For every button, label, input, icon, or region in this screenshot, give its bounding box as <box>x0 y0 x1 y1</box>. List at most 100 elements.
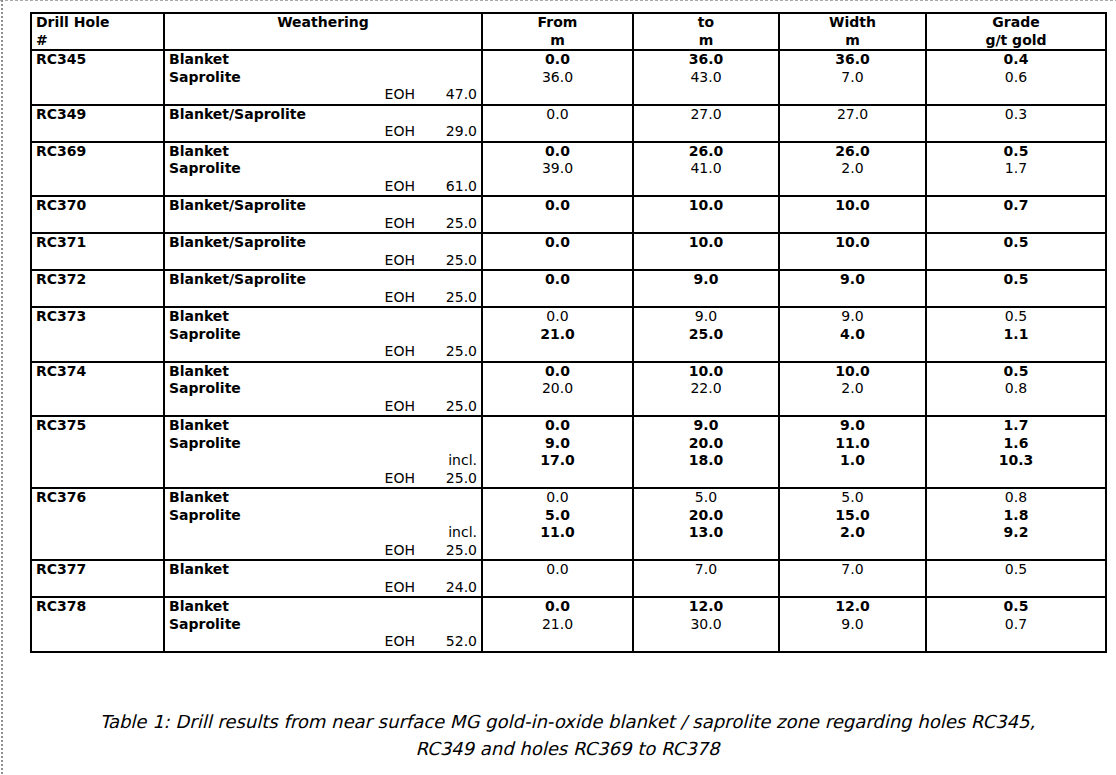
grade-cell: 0.7 <box>926 196 1106 233</box>
weathering-cell: BlanketSaproliteEOH52.0 <box>164 597 482 652</box>
to-value: 18.0 <box>638 452 774 470</box>
to-value: 30.0 <box>638 616 774 634</box>
from-value: 11.0 <box>487 524 628 542</box>
eoh-depth: 25.0 <box>415 289 477 307</box>
to-value: 10.0 <box>638 197 774 215</box>
width-value: 10.0 <box>784 234 921 252</box>
weathering-zone: Saprolite <box>169 326 477 344</box>
weathering-zone: Blanket <box>169 51 477 69</box>
to-value: 25.0 <box>638 326 774 344</box>
col-header-line: Width <box>784 14 921 32</box>
grade-value: 0.5 <box>931 598 1101 616</box>
eoh-depth: 25.0 <box>415 215 477 233</box>
grade-value: 0.5 <box>931 271 1101 289</box>
weathering-zone: Blanket/Saprolite <box>169 106 477 124</box>
eoh-label: EOH <box>385 542 415 560</box>
grade-value: 0.8 <box>931 489 1101 507</box>
table-row: RC345 BlanketSaproliteEOH47.0 0.036.0 36… <box>31 50 1106 105</box>
width-value: 9.0 <box>784 308 921 326</box>
from-value: 0.0 <box>487 197 628 215</box>
weathering-zone: Blanket <box>169 308 477 326</box>
eoh-line: EOH25.0 <box>169 398 477 416</box>
drill-hole-id: RC376 <box>31 488 164 560</box>
grade-cell: 0.5 <box>926 560 1106 597</box>
col-header-width: Width m <box>779 13 926 50</box>
to-value: 41.0 <box>638 160 774 178</box>
width-cell: 10.0 <box>779 233 926 270</box>
from-value: 0.0 <box>487 308 628 326</box>
weathering-zone: Blanket <box>169 598 477 616</box>
col-header-line: Drill Hole <box>36 14 159 32</box>
grade-value: 0.5 <box>931 363 1101 381</box>
width-cell: 36.07.0 <box>779 50 926 105</box>
eoh-depth: 61.0 <box>415 178 477 196</box>
drill-hole-id: RC375 <box>31 416 164 488</box>
width-value: 5.0 <box>784 489 921 507</box>
eoh-label: EOH <box>385 470 415 488</box>
eoh-depth: 25.0 <box>415 470 477 488</box>
to-value: 20.0 <box>638 507 774 525</box>
table-row: RC377 BlanketEOH24.0 0.0 7.0 7.0 0.5 <box>31 560 1106 597</box>
weathering-cell: Blanket/SaproliteEOH25.0 <box>164 233 482 270</box>
from-value: 0.0 <box>487 106 628 124</box>
table-caption: Table 1: Drill results from near surface… <box>30 708 1105 762</box>
from-cell: 0.0 <box>482 105 633 142</box>
eoh-depth: 47.0 <box>415 86 477 104</box>
eoh-depth: 25.0 <box>415 343 477 361</box>
weathering-cell: Blanket/SaproliteEOH29.0 <box>164 105 482 142</box>
eoh-line: EOH25.0 <box>169 542 477 560</box>
width-value: 36.0 <box>784 51 921 69</box>
drill-hole-id: RC371 <box>31 233 164 270</box>
col-header-line: # <box>36 32 159 50</box>
width-cell: 9.011.01.0 <box>779 416 926 488</box>
width-value: 2.0 <box>784 380 921 398</box>
from-value: 0.0 <box>487 598 628 616</box>
width-value: 7.0 <box>784 69 921 87</box>
eoh-line: EOH25.0 <box>169 252 477 270</box>
grade-cell: 0.51.7 <box>926 142 1106 197</box>
col-header-drill-hole: Drill Hole # <box>31 13 164 50</box>
to-value: 9.0 <box>638 271 774 289</box>
eoh-line: EOH25.0 <box>169 470 477 488</box>
to-value: 9.0 <box>638 308 774 326</box>
eoh-depth: 52.0 <box>415 633 477 651</box>
width-value: 11.0 <box>784 435 921 453</box>
drill-hole-id: RC369 <box>31 142 164 197</box>
eoh-line: EOH61.0 <box>169 178 477 196</box>
weathering-zone: Blanket <box>169 143 477 161</box>
table-row: RC369 BlanketSaproliteEOH61.0 0.039.0 26… <box>31 142 1106 197</box>
to-value: 27.0 <box>638 106 774 124</box>
col-header-grade: Grade g/t gold <box>926 13 1106 50</box>
from-cell: 0.021.0 <box>482 597 633 652</box>
grade-value: 0.7 <box>931 616 1101 634</box>
from-value: 0.0 <box>487 143 628 161</box>
width-cell: 26.02.0 <box>779 142 926 197</box>
weathering-zone: Blanket <box>169 489 477 507</box>
col-header-line: Grade <box>931 14 1101 32</box>
to-value: 5.0 <box>638 489 774 507</box>
from-value: 0.0 <box>487 489 628 507</box>
grade-value: 1.1 <box>931 326 1101 344</box>
grade-value: 0.5 <box>931 143 1101 161</box>
eoh-depth: 24.0 <box>415 579 477 597</box>
col-header-weathering: Weathering <box>164 13 482 50</box>
width-cell: 10.02.0 <box>779 362 926 417</box>
text-boundary-left-line <box>1 0 3 775</box>
to-cell: 10.022.0 <box>633 362 779 417</box>
weathering-zone: Blanket <box>169 363 477 381</box>
to-cell: 10.0 <box>633 196 779 233</box>
from-value: 21.0 <box>487 616 628 634</box>
from-value: 21.0 <box>487 326 628 344</box>
table-row: RC349 Blanket/SaproliteEOH29.0 0.0 27.0 … <box>31 105 1106 142</box>
weathering-zone: Saprolite <box>169 380 477 398</box>
drill-hole-id: RC374 <box>31 362 164 417</box>
table-row: RC375 BlanketSaproliteincl.EOH25.0 0.09.… <box>31 416 1106 488</box>
eoh-label: EOH <box>385 398 415 416</box>
grade-cell: 0.40.6 <box>926 50 1106 105</box>
to-cell: 36.043.0 <box>633 50 779 105</box>
drill-hole-id: RC377 <box>31 560 164 597</box>
from-value: 36.0 <box>487 69 628 87</box>
from-value: 20.0 <box>487 380 628 398</box>
from-value: 0.0 <box>487 234 628 252</box>
width-cell: 12.09.0 <box>779 597 926 652</box>
